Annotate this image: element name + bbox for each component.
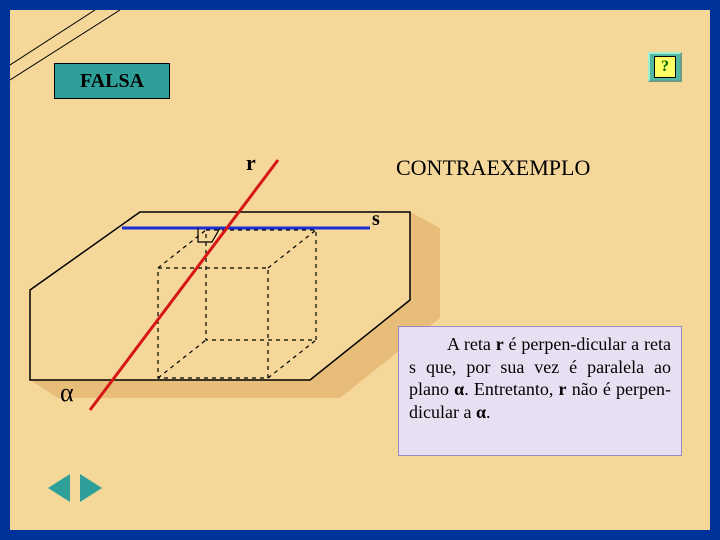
falsa-badge: FALSA xyxy=(54,63,170,99)
nav-arrows xyxy=(48,474,102,502)
help-button[interactable]: ? xyxy=(648,52,682,82)
explanation-textbox: A reta r é perpen-dicular a reta s que, … xyxy=(398,326,682,456)
help-icon: ? xyxy=(654,56,676,78)
label-r: r xyxy=(246,150,256,176)
slide-frame: FALSA ? r CONTRAEXEMPLO s α A reta r é p… xyxy=(10,10,710,530)
label-alpha: α xyxy=(60,378,74,408)
falsa-text: FALSA xyxy=(80,70,144,93)
prev-button[interactable] xyxy=(48,474,70,502)
label-s: s xyxy=(372,208,380,231)
next-button[interactable] xyxy=(80,474,102,502)
label-contraexemplo: CONTRAEXEMPLO xyxy=(396,155,590,181)
